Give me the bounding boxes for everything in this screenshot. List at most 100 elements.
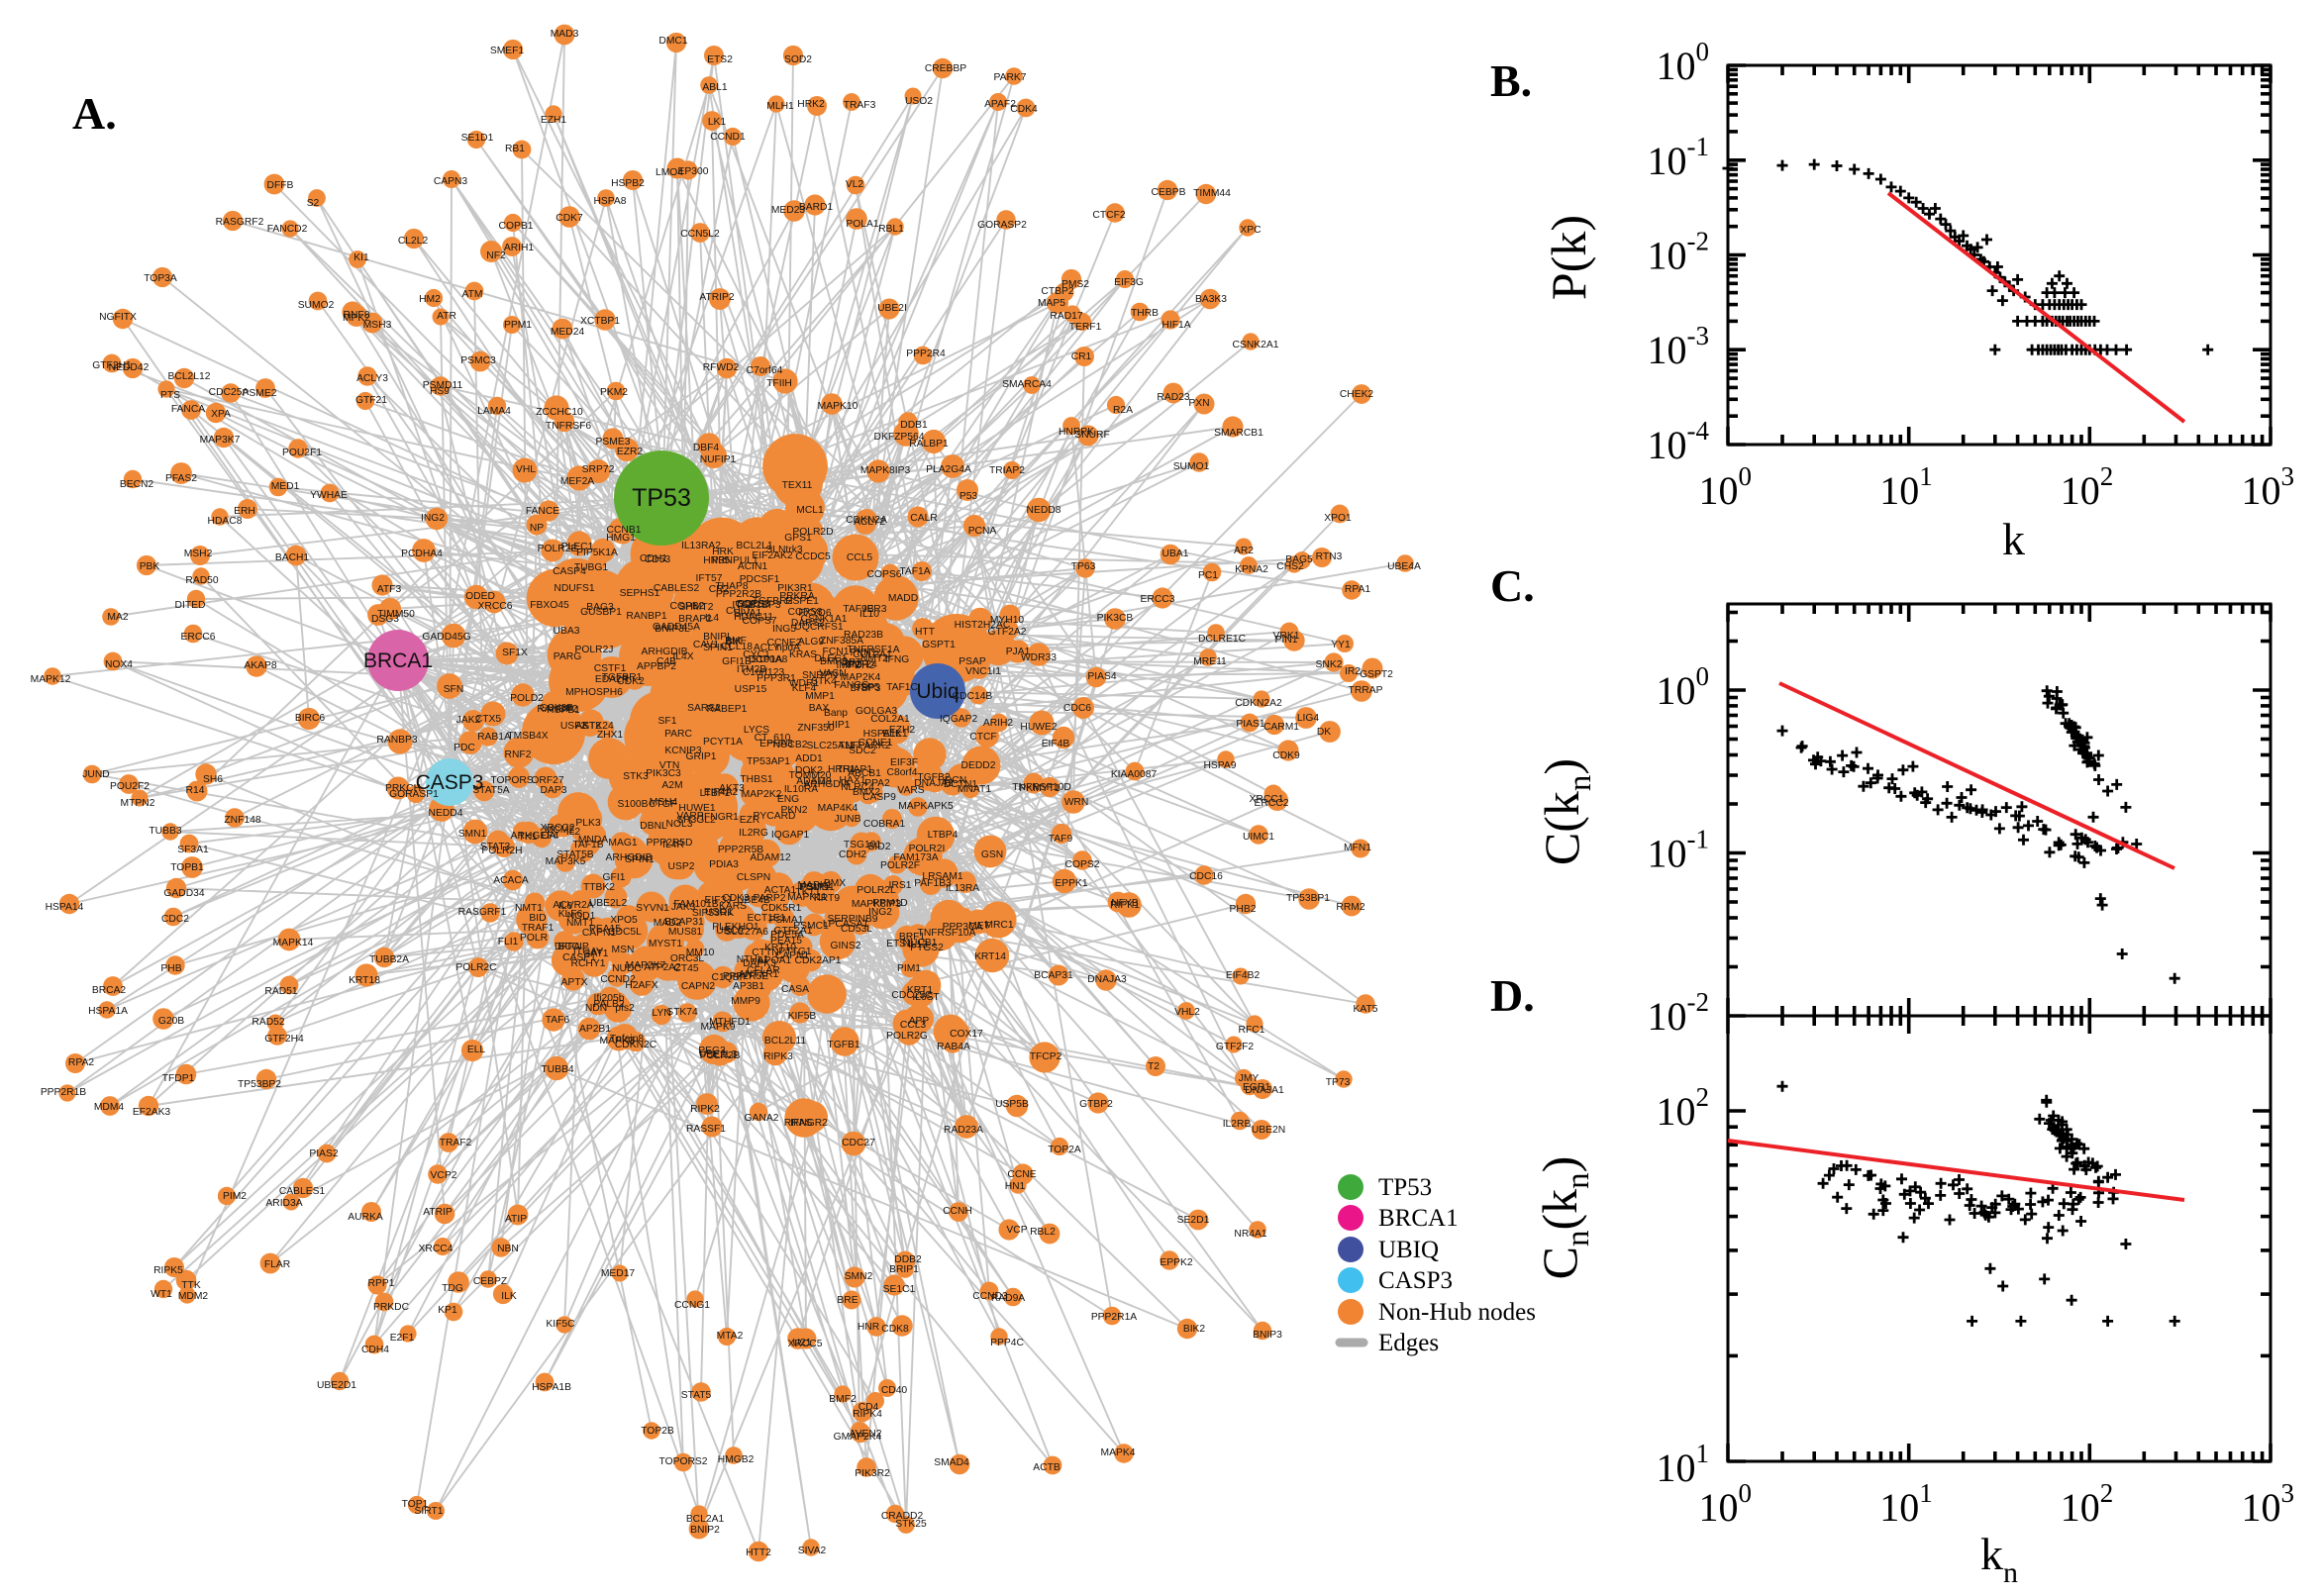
svg-text:MAP3K7: MAP3K7 [200,435,241,446]
svg-text:Edges: Edges [1378,1330,1439,1356]
svg-text:CCNB1: CCNB1 [607,525,642,536]
svg-text:102: 102 [1657,1082,1710,1134]
svg-text:TOMM20: TOMM20 [789,770,832,781]
svg-text:ATRIP: ATRIP [423,1207,453,1218]
svg-text:FANCA: FANCA [171,404,205,415]
svg-text:POLR2I: POLR2I [909,844,946,854]
svg-text:BRE: BRE [837,1295,858,1306]
svg-text:ARHGDIB: ARHGDIB [606,852,653,863]
svg-text:MSH2: MSH2 [184,549,213,559]
svg-text:CASP1: CASP1 [562,952,596,963]
svg-text:Banp: Banp [824,708,848,719]
svg-text:XRCC4: XRCC4 [419,1244,454,1254]
svg-text:KRT10: KRT10 [764,943,796,953]
svg-text:KLF4: KLF4 [792,683,817,694]
svg-text:DNAJA3: DNAJA3 [1087,974,1127,985]
svg-text:POLR2B: POLR2B [700,1050,741,1061]
svg-text:DITED: DITED [175,600,206,611]
svg-text:EDA2R: EDA2R [595,674,629,685]
svg-text:ERH: ERH [234,506,255,517]
svg-text:C8orf4: C8orf4 [887,767,918,778]
svg-text:CALR: CALR [910,513,937,524]
svg-text:GTBP2: GTBP2 [1079,1099,1113,1110]
svg-text:BMX2: BMX2 [853,787,880,798]
svg-text:P53: P53 [960,491,978,502]
svg-text:RAD23A: RAD23A [944,1125,983,1136]
svg-text:EGR1: EGR1 [1243,1082,1270,1093]
svg-text:CCNE2: CCNE2 [767,638,802,648]
svg-text:RAD23B: RAD23B [844,630,883,641]
svg-text:CAV1: CAV1 [693,640,719,650]
svg-text:SPIN1: SPIN1 [703,643,733,653]
svg-text:HSPA9: HSPA9 [1203,760,1236,771]
svg-text:TOPORS2: TOPORS2 [658,1456,707,1467]
svg-text:TNF: TNF [839,741,858,751]
svg-text:NF2: NF2 [486,250,506,261]
svg-text:PPM1: PPM1 [504,320,532,331]
svg-text:TFCP2: TFCP2 [1030,1051,1062,1062]
svg-text:TUBB3: TUBB3 [149,826,181,837]
svg-text:BA3K3: BA3K3 [1195,294,1227,305]
svg-text:AKAP8: AKAP8 [244,660,276,671]
svg-text:EIF2AK2: EIF2AK2 [752,550,792,561]
svg-text:S100A8: S100A8 [752,654,788,665]
svg-text:ORC3L: ORC3L [670,953,705,964]
svg-text:EIF4B2: EIF4B2 [1226,970,1261,981]
svg-text:DNAJA1: DNAJA1 [1245,1085,1284,1096]
svg-text:KRAS: KRAS [789,649,817,660]
svg-text:ELK1: ELK1 [882,729,907,740]
svg-text:RPP1: RPP1 [368,1278,395,1289]
svg-text:ELL: ELL [467,1045,486,1055]
svg-text:GSPT1: GSPT1 [922,640,956,650]
svg-text:H2AFX: H2AFX [625,980,657,991]
svg-text:SYVN1: SYVN1 [636,903,669,914]
svg-text:R2A: R2A [1113,405,1133,416]
svg-text:LPCASA1: LPCASA1 [823,919,869,930]
svg-text:STK3: STK3 [623,771,649,782]
svg-text:ACLY: ACLY [754,643,779,653]
svg-text:HN1: HN1 [1005,1181,1026,1192]
svg-text:TAF1A: TAF1A [899,566,930,577]
svg-text:E2F1: E2F1 [390,1333,415,1344]
svg-text:HUWE2: HUWE2 [1020,722,1057,733]
svg-text:COL2A1: COL2A1 [870,714,910,725]
svg-text:HUWE1: HUWE1 [678,803,715,814]
svg-text:EPPK2: EPPK2 [1160,1257,1192,1268]
svg-text:MAP2K2: MAP2K2 [742,789,782,800]
svg-text:CT_610: CT_610 [755,733,791,744]
svg-text:CDK7: CDK7 [556,213,583,224]
svg-text:BNIP3: BNIP3 [1253,1330,1282,1341]
svg-text:NOL3: NOL3 [666,819,693,830]
svg-text:LYCS: LYCS [744,725,769,736]
svg-text:CDK3: CDK3 [722,893,750,904]
svg-text:POLR: POLR [520,933,548,944]
svg-text:HRH1: HRH1 [828,764,856,775]
svg-text:GOLGA3: GOLGA3 [856,706,898,717]
svg-text:PPP2R1B: PPP2R1B [41,1087,86,1098]
svg-text:CDK5R1: CDK5R1 [761,903,802,914]
svg-text:POLD2: POLD2 [510,693,544,704]
svg-text:BCL2L11: BCL2L11 [764,1036,806,1047]
svg-text:HSPE1: HSPE1 [785,596,819,607]
svg-text:DCTN1: DCTN1 [944,779,978,790]
svg-text:RAB4A: RAB4A [937,1042,970,1052]
svg-text:CDC25C: CDC25C [891,990,933,1001]
svg-text:FCN1: FCN1 [823,647,850,657]
svg-text:GTF2H1: GTF2H1 [92,360,132,371]
svg-text:NUCB2: NUCB2 [773,740,808,750]
svg-text:MAP4K4: MAP4K4 [818,803,858,814]
svg-text:PDIA3: PDIA3 [709,859,739,870]
svg-text:Tnfaip8: Tnfaip8 [610,1034,645,1045]
svg-text:CDC16: CDC16 [1189,871,1223,882]
svg-text:SMARCB1: SMARCB1 [1214,428,1263,439]
svg-text:XCTBP1: XCTBP1 [580,316,620,327]
svg-text:RASGRF1: RASGRF1 [458,907,507,918]
svg-text:MSH4: MSH4 [650,797,678,808]
svg-text:CAPN3: CAPN3 [434,176,468,187]
svg-text:BIK2: BIK2 [1183,1324,1206,1335]
svg-text:CDKN2A: CDKN2A [846,515,887,526]
svg-text:HAX1: HAX1 [840,775,866,786]
svg-text:IL2RB: IL2RB [1223,1119,1252,1130]
svg-text:COPB2: COPB2 [670,601,705,612]
svg-text:THRB: THRB [1131,308,1159,319]
